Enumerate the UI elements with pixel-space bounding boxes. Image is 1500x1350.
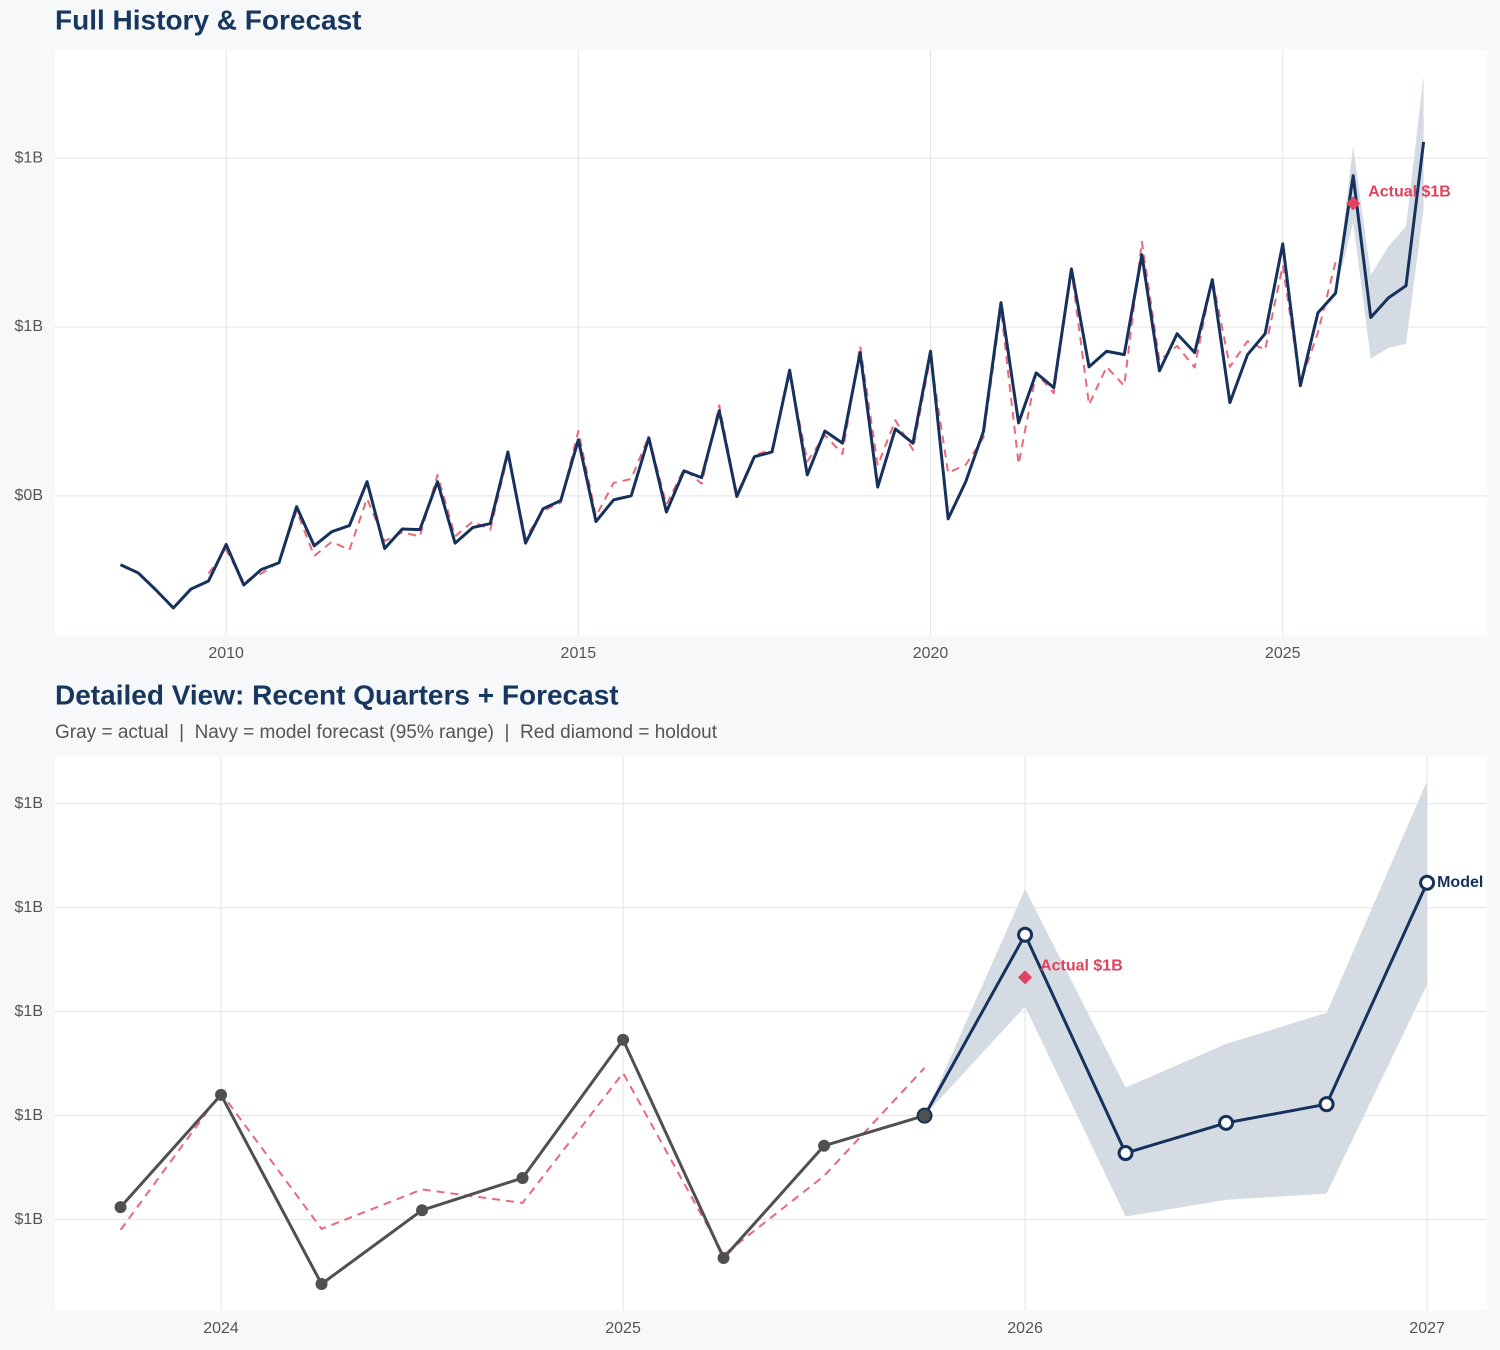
forecast-point (1218, 1114, 1235, 1131)
data-point (315, 1278, 328, 1291)
series-end-label: Model (1437, 874, 1483, 891)
data-point (416, 1204, 429, 1217)
data-point (516, 1171, 529, 1184)
y-tick-label: $0B (15, 487, 43, 504)
x-tick-label: 2015 (561, 645, 597, 662)
y-tick-label: $1B (15, 899, 43, 916)
x-tick-label: 2020 (913, 645, 949, 662)
series-line (923, 882, 1429, 1155)
holdout-diamond (1018, 970, 1033, 985)
series-line (119, 141, 1426, 610)
data-point (617, 1033, 630, 1046)
plot-area (55, 50, 1487, 635)
chart-subtitle: Gray = actual | Navy = model forecast (9… (55, 722, 718, 743)
x-tick-label: 2026 (1007, 1320, 1043, 1337)
y-tick-label: $1B (15, 149, 43, 166)
data-point (717, 1252, 730, 1265)
data-point (215, 1088, 228, 1101)
x-tick-label: 2025 (605, 1320, 641, 1337)
x-tick-label: 2024 (203, 1320, 239, 1337)
annotation-label: Actual $1B (1040, 958, 1123, 975)
series-line (119, 1067, 926, 1256)
forecast-point (1419, 874, 1436, 891)
x-tick-label: 2025 (1265, 645, 1301, 662)
y-tick-label: $1B (15, 795, 43, 812)
y-tick-label: $1B (15, 1107, 43, 1124)
data-point (114, 1201, 127, 1214)
forecast-point (1017, 926, 1034, 943)
x-tick-label: 2010 (208, 645, 244, 662)
y-tick-label: $1B (15, 318, 43, 335)
y-tick-label: $1B (15, 1003, 43, 1020)
holdout-diamond (1346, 196, 1361, 211)
y-tick-label: $1B (15, 1211, 43, 1228)
annotation-label: Actual $1B (1368, 184, 1451, 201)
chart-title: Detailed View: Recent Quarters + Forecas… (55, 679, 619, 710)
data-point (918, 1109, 931, 1122)
forecast-point (1318, 1096, 1335, 1113)
data-point (818, 1139, 831, 1152)
forecast-point (1117, 1145, 1134, 1162)
chart-title: Full History & Forecast (55, 4, 362, 35)
x-tick-label: 2027 (1409, 1320, 1445, 1337)
